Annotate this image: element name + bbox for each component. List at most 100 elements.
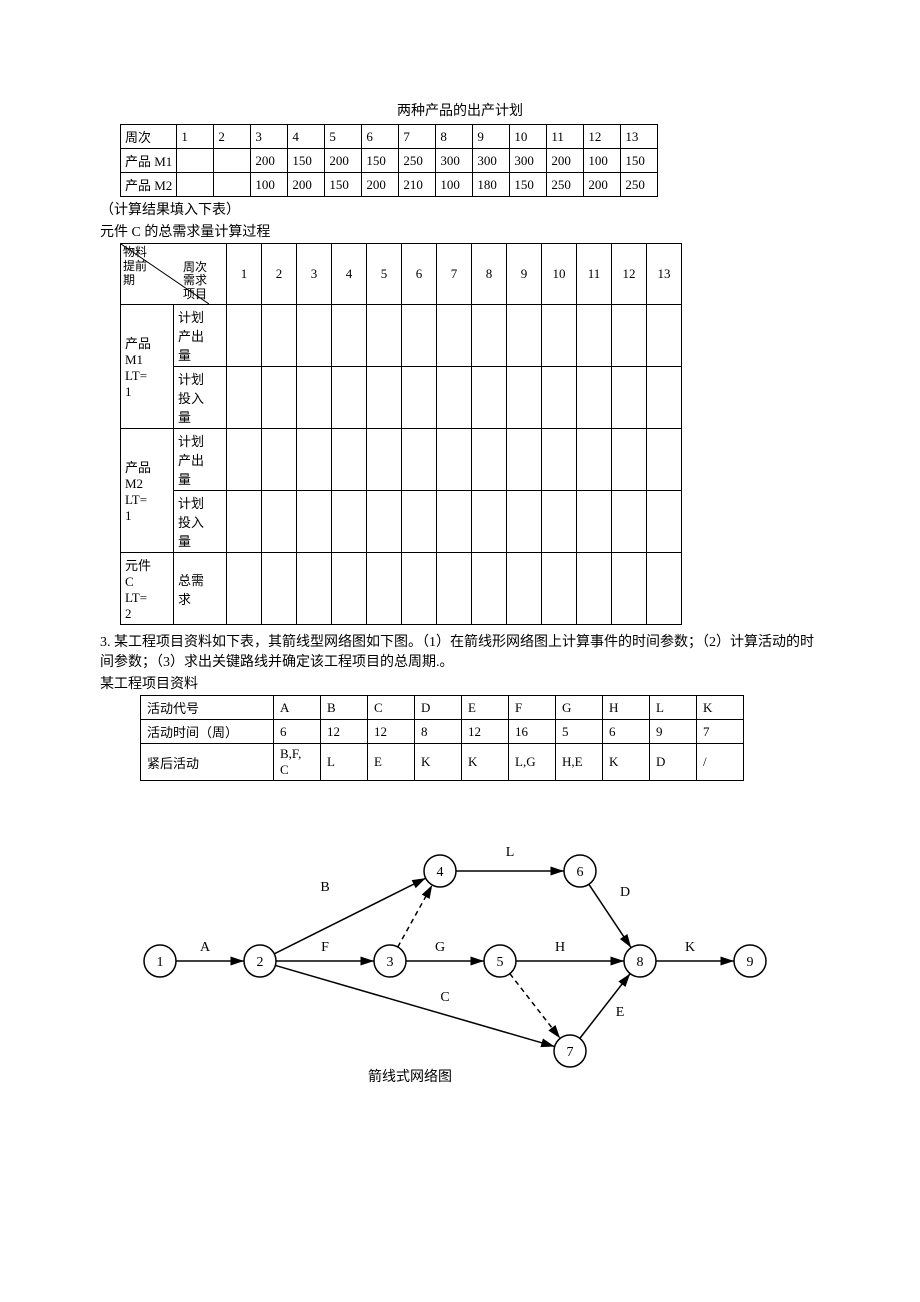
- t2-cell: [647, 553, 682, 625]
- t2-week-header: 12: [612, 244, 647, 305]
- t2-cell: [367, 305, 402, 367]
- node-label: 3: [387, 955, 394, 970]
- t2-cell: [612, 367, 647, 429]
- t2-week-header: 3: [297, 244, 332, 305]
- edge: [510, 974, 560, 1039]
- t2-cell: [437, 367, 472, 429]
- node-label: 8: [637, 955, 644, 970]
- t1-cell: [214, 149, 251, 173]
- edge-label: L: [506, 845, 515, 860]
- t2-cell: [612, 491, 647, 553]
- node-label: 5: [497, 955, 504, 970]
- t3-cell: A: [274, 696, 321, 720]
- t1-cell: 180: [473, 173, 510, 197]
- t2-cell: [297, 491, 332, 553]
- t2-cell: [472, 429, 507, 491]
- t1-cell: 150: [288, 149, 325, 173]
- t2-cell: [262, 367, 297, 429]
- network-diagram-container: ABFCGLHDEK123456789箭线式网络图: [100, 801, 820, 1101]
- t2-cell: [577, 491, 612, 553]
- t2-cell: [507, 305, 542, 367]
- t2-cell: [402, 367, 437, 429]
- edge-label: E: [616, 1005, 625, 1020]
- node-label: 6: [577, 865, 584, 880]
- t2-cell: [262, 553, 297, 625]
- t2-cell: [402, 553, 437, 625]
- t3-cell: 12: [368, 720, 415, 744]
- t3-cell: E: [462, 696, 509, 720]
- t2-cell: [542, 305, 577, 367]
- t1-cell: 200: [251, 149, 288, 173]
- edge-label: B: [320, 880, 329, 895]
- t3-cell: K: [603, 744, 650, 781]
- t2-week-header: 13: [647, 244, 682, 305]
- t2-cell: [612, 429, 647, 491]
- t3-cell: 5: [556, 720, 603, 744]
- t3-cell: 6: [603, 720, 650, 744]
- t1-cell: [177, 173, 214, 197]
- edge: [398, 885, 432, 947]
- t1-cell: 150: [325, 173, 362, 197]
- node-label: 9: [747, 955, 754, 970]
- t2-cell: [367, 429, 402, 491]
- t3-cell: 12: [462, 720, 509, 744]
- t2-cell: [472, 553, 507, 625]
- t1-header-week: 7: [399, 125, 436, 149]
- t1-cell: [214, 173, 251, 197]
- t1-cell: [177, 149, 214, 173]
- t2-cell: [507, 491, 542, 553]
- t2-cell: [542, 553, 577, 625]
- t2-cell: [647, 429, 682, 491]
- t2-cell: [332, 305, 367, 367]
- t1-cell: 150: [510, 173, 547, 197]
- t1-cell: 200: [547, 149, 584, 173]
- t2-cell: [437, 305, 472, 367]
- edge-label: F: [321, 940, 329, 955]
- t2-group-label: 产品M1LT=1: [121, 305, 174, 429]
- t2-cell: [577, 305, 612, 367]
- t1-header-week: 8: [436, 125, 473, 149]
- t1-header-week: 10: [510, 125, 547, 149]
- t2-week-header: 11: [577, 244, 612, 305]
- t3-cell: D: [415, 696, 462, 720]
- t1-cell: 250: [621, 173, 658, 197]
- t2-cell: [227, 553, 262, 625]
- t3-cell: L: [650, 696, 697, 720]
- t1-header-week: 6: [362, 125, 399, 149]
- t2-cell: [647, 305, 682, 367]
- note-fill-table: （计算结果填入下表）: [100, 199, 820, 219]
- t2-cell: [507, 429, 542, 491]
- t2-week-header: 10: [542, 244, 577, 305]
- t1-header-week: 4: [288, 125, 325, 149]
- t2-cell: [542, 429, 577, 491]
- t1-header-label: 周次: [121, 125, 177, 149]
- t2-cell: [507, 367, 542, 429]
- t1-cell: 100: [251, 173, 288, 197]
- t2-week-header: 4: [332, 244, 367, 305]
- t2-cell: [437, 429, 472, 491]
- t2-sub-label: 计划投入量: [174, 367, 227, 429]
- production-plan-table: 周次12345678910111213 产品 M1200150200150250…: [120, 124, 658, 197]
- t2-cell: [437, 553, 472, 625]
- node-label: 7: [567, 1045, 574, 1060]
- t1-header-week: 5: [325, 125, 362, 149]
- t2-week-header: 8: [472, 244, 507, 305]
- t2-cell: [227, 367, 262, 429]
- t2-group-label: 元件CLT=2: [121, 553, 174, 625]
- t3-cell: 7: [697, 720, 744, 744]
- t2-cell: [472, 305, 507, 367]
- t1-header-week: 3: [251, 125, 288, 149]
- edge-label: K: [685, 940, 695, 955]
- table3-title: 某工程项目资料: [100, 673, 820, 693]
- t2-cell: [577, 553, 612, 625]
- t1-cell: 200: [362, 173, 399, 197]
- edge-label: C: [440, 990, 449, 1005]
- t2-cell: [612, 553, 647, 625]
- t2-week-header: 5: [367, 244, 402, 305]
- t2-cell: [367, 491, 402, 553]
- diagram-caption: 箭线式网络图: [368, 1068, 452, 1085]
- t1-row-label: 产品 M2: [121, 173, 177, 197]
- t2-cell: [297, 553, 332, 625]
- t2-sub-label: 计划产出量: [174, 429, 227, 491]
- t1-cell: 150: [621, 149, 658, 173]
